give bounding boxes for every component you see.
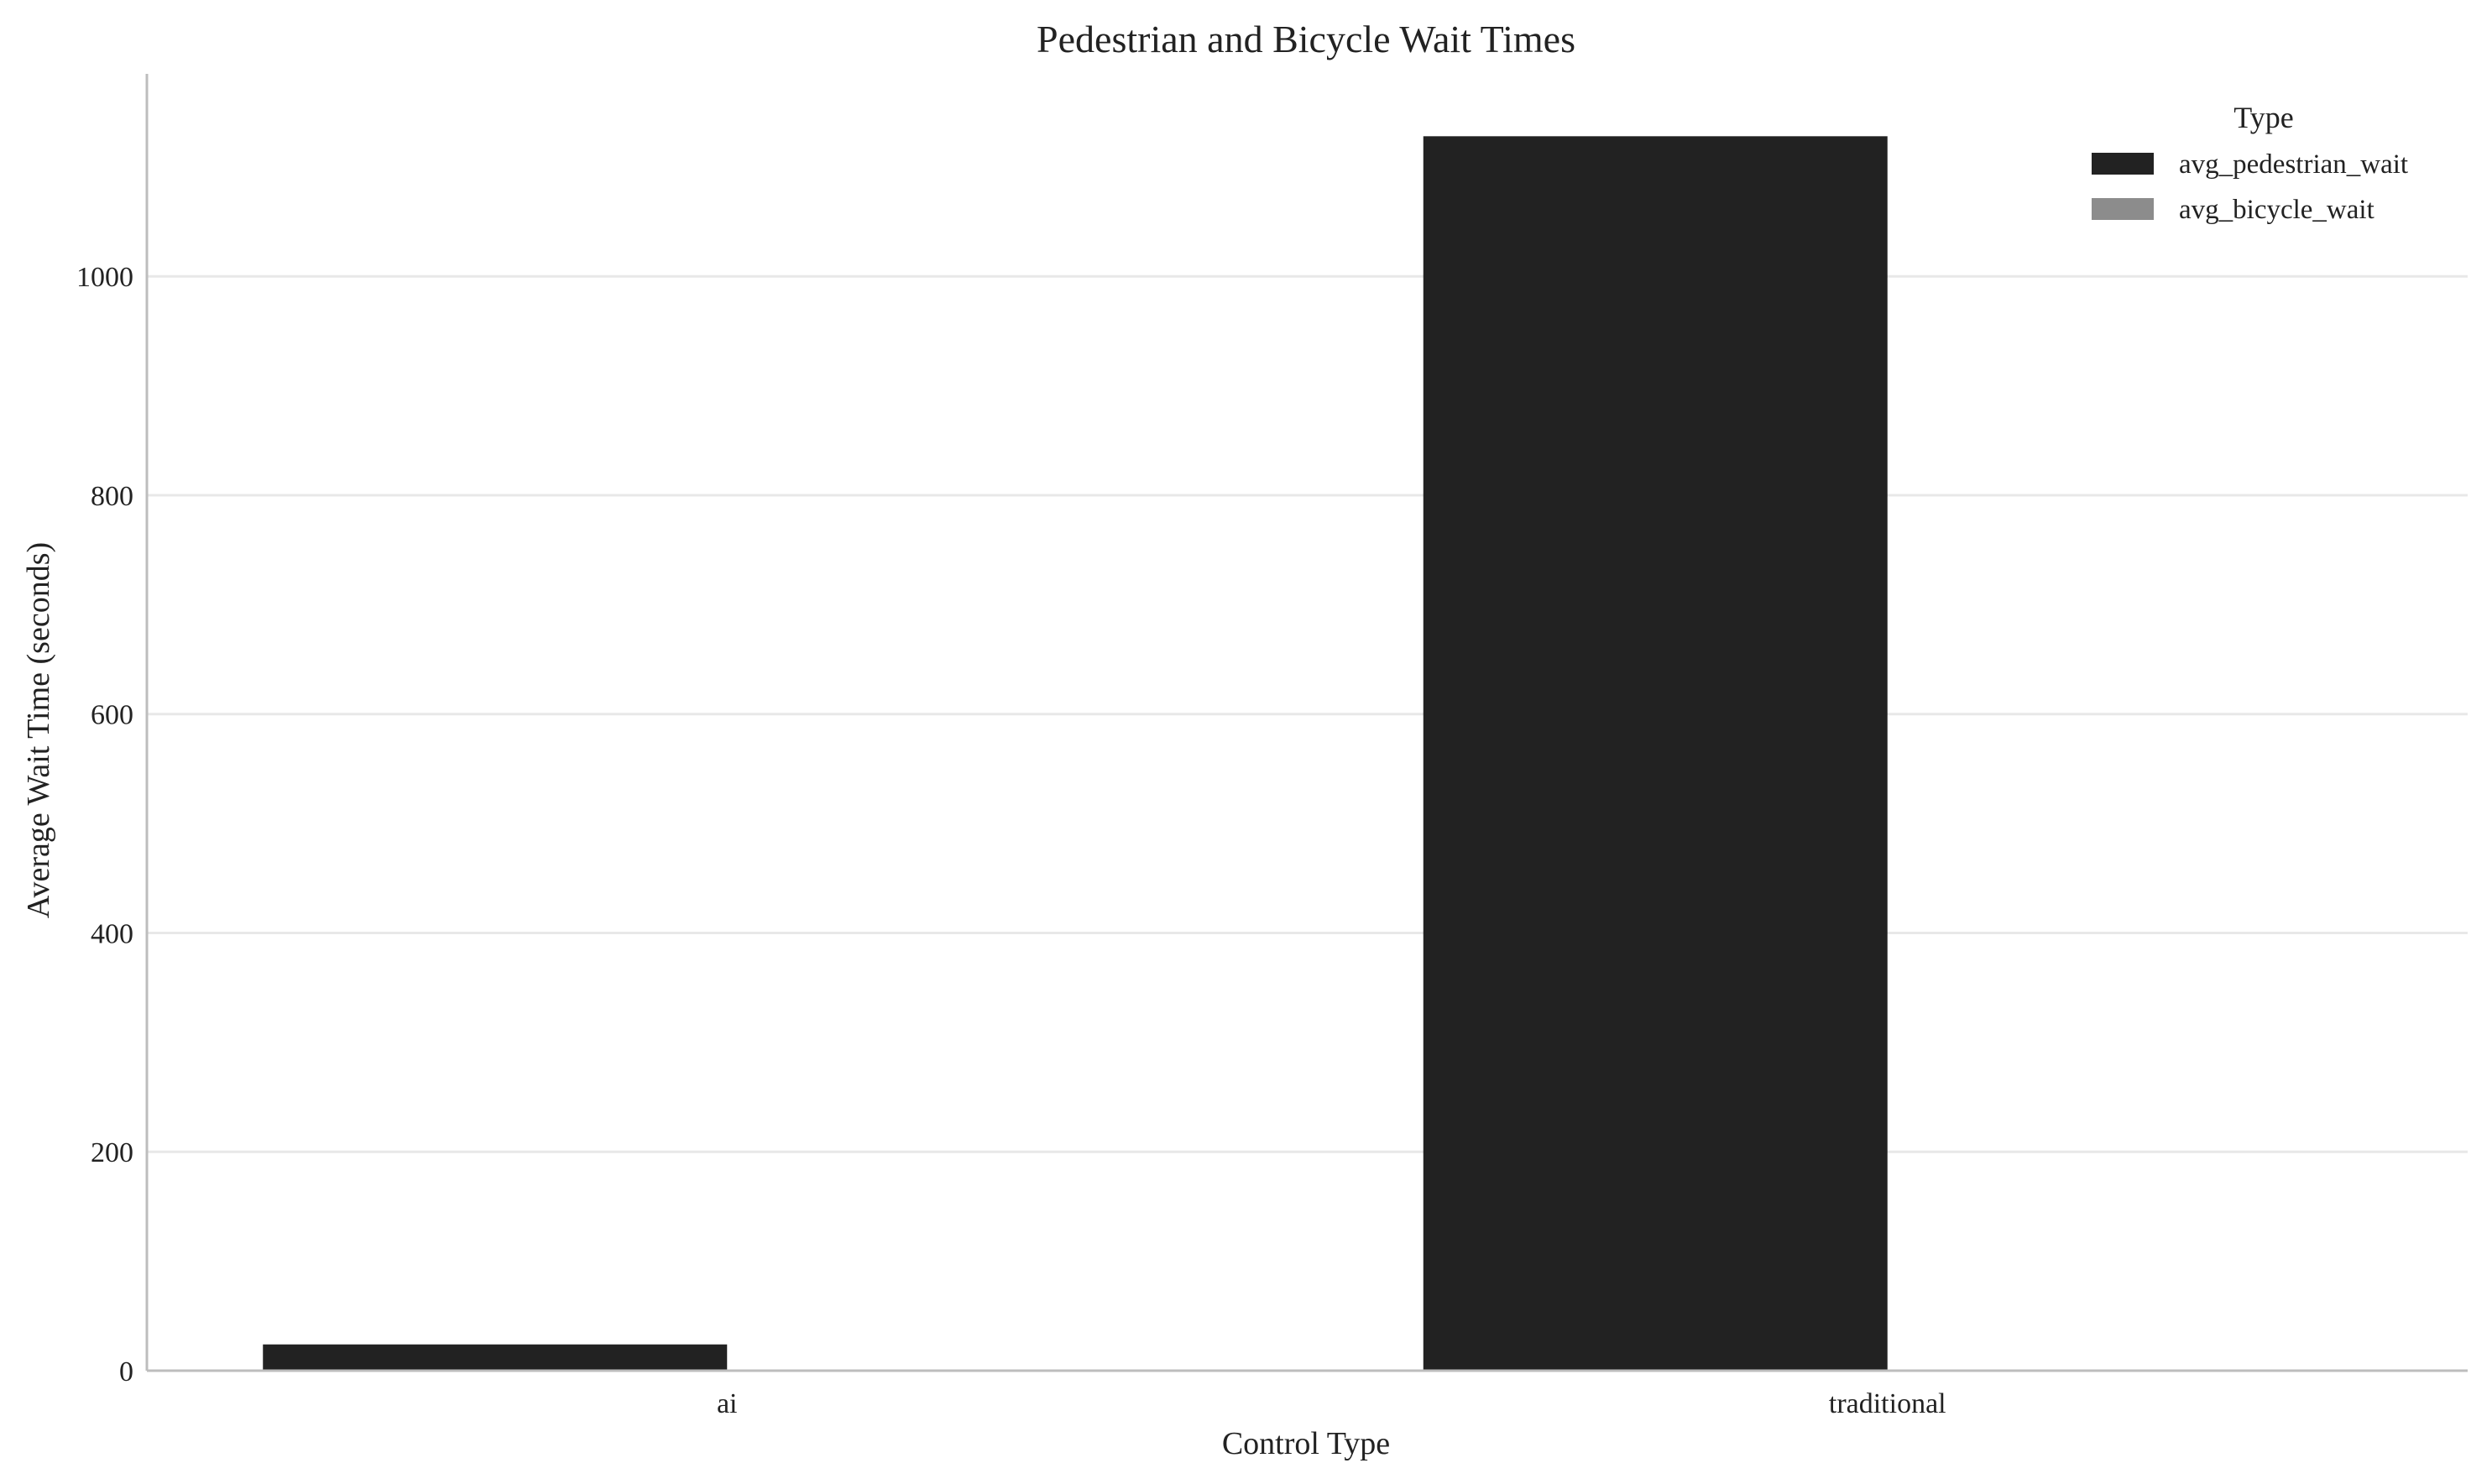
- legend-swatch-avg_bicycle_wait: [2092, 198, 2154, 220]
- bar-avg_pedestrian_wait-ai: [263, 1344, 728, 1371]
- x-tick-label-ai: ai: [717, 1388, 738, 1419]
- y-tick-label: 1000: [76, 262, 133, 293]
- legend-label-avg_pedestrian_wait: avg_pedestrian_wait: [2179, 149, 2408, 180]
- bar-avg_pedestrian_wait-traditional: [1423, 136, 1888, 1372]
- y-axis-title: Average Wait Time (seconds): [21, 542, 56, 918]
- y-tick-label: 600: [91, 700, 133, 731]
- axes: [145, 74, 2468, 1372]
- x-axis-title: Control Type: [1222, 1426, 1390, 1461]
- y-tick-label: 0: [119, 1356, 133, 1387]
- y-tick-label: 800: [91, 481, 133, 512]
- bars: [263, 136, 1888, 1372]
- legend-swatch-avg_pedestrian_wait: [2092, 153, 2154, 175]
- y-tick-labels: 0 200 400 600 800 1000: [76, 262, 133, 1387]
- x-tick-label-traditional: traditional: [1829, 1388, 1946, 1419]
- x-tick-labels: ai traditional: [717, 1388, 1946, 1419]
- legend-items: avg_pedestrian_wait avg_bicycle_wait: [2092, 149, 2408, 225]
- legend-label-avg_bicycle_wait: avg_bicycle_wait: [2179, 195, 2374, 225]
- gridlines: [147, 274, 2468, 1153]
- legend: Type avg_pedestrian_wait avg_bicycle_wait: [2092, 101, 2408, 225]
- chart-title: Pedestrian and Bicycle Wait Times: [1037, 18, 1575, 60]
- legend-title: Type: [2233, 101, 2293, 134]
- y-tick-label: 400: [91, 918, 133, 949]
- y-tick-label: 200: [91, 1137, 133, 1168]
